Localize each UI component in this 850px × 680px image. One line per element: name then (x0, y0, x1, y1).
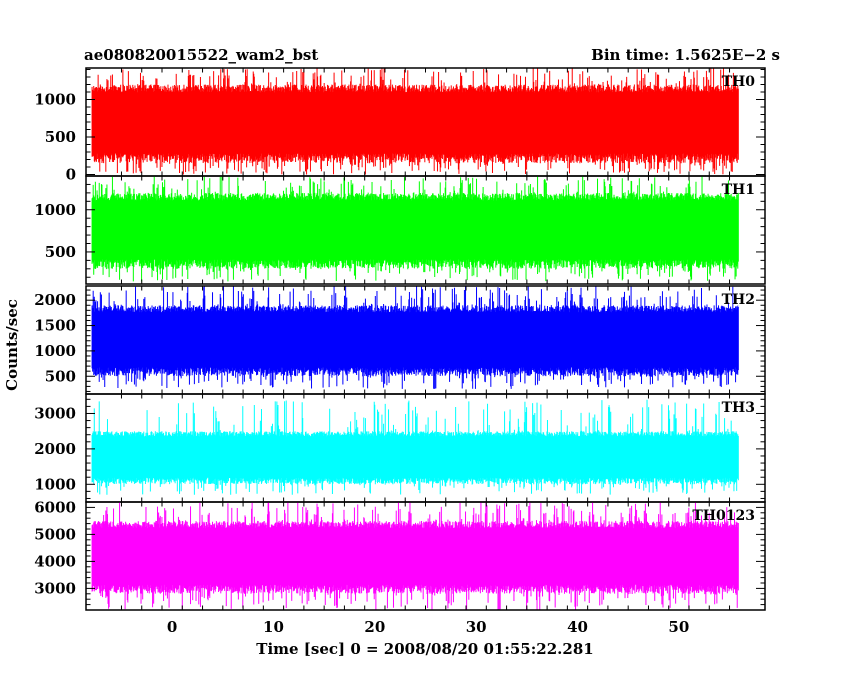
y-tick-label: 5000 (34, 525, 76, 543)
chart-title-left: ae080820015522_wam2_bst (84, 46, 318, 64)
series-th1 (91, 176, 739, 282)
series-th3 (91, 399, 739, 495)
y-axis-label: Counts/sec (3, 299, 21, 391)
y-tick-label: 500 (45, 367, 76, 385)
x-tick-label: 10 (263, 618, 284, 636)
panel-name-label: TH3 (722, 400, 755, 416)
y-tick-label: 6000 (34, 498, 76, 516)
panels-group: 0 500 1000 TH0 500 1000 TH1 500 1000 1500 2000 TH2 1… (34, 67, 766, 611)
x-axis-label: Time [sec] 0 = 2008/08/20 01:55:22.281 (256, 640, 593, 658)
panel-name-label: TH2 (722, 292, 755, 308)
panel-th0123: 3000 4000 5000 6000 TH0123 (34, 498, 766, 611)
y-tick-label: 500 (45, 128, 76, 146)
y-tick-label: 1000 (34, 475, 76, 493)
y-tick-label: 1000 (34, 201, 76, 219)
panel-name-label: TH0123 (692, 508, 755, 524)
series-th2 (91, 286, 739, 389)
panel-name-label: TH0 (722, 74, 756, 90)
y-tick-label: 3000 (34, 404, 76, 422)
y-tick-label: 1000 (34, 342, 76, 360)
x-tick-label: 20 (364, 618, 385, 636)
y-tick-label: 500 (45, 243, 76, 261)
series-th0123 (91, 502, 739, 610)
x-tick-label: 50 (668, 618, 689, 636)
x-tick-label: 30 (466, 618, 487, 636)
panel-th2: 500 1000 1500 2000 TH2 (34, 285, 766, 395)
y-tick-label: 2000 (34, 291, 76, 309)
x-tick-label: 40 (567, 618, 588, 636)
chart-title-right: Bin time: 1.5625E−2 s (591, 46, 780, 64)
y-tick-label: 0 (66, 166, 76, 184)
series-th0 (91, 68, 739, 175)
panel-th3: 1000 2000 3000 TH3 (34, 393, 766, 503)
x-tick-labels: 0 10 20 30 40 50 (167, 618, 689, 636)
y-tick-label: 1000 (34, 91, 76, 109)
x-tick-label: 0 (167, 618, 177, 636)
y-tick-label: 4000 (34, 552, 76, 570)
y-tick-label: 1500 (34, 317, 76, 335)
y-tick-label: 3000 (34, 579, 76, 597)
panel-th1: 500 1000 TH1 (34, 175, 766, 285)
panel-name-label: TH1 (722, 182, 755, 198)
panel-th0: 0 500 1000 TH0 (34, 67, 766, 184)
y-tick-label: 2000 (34, 440, 76, 458)
